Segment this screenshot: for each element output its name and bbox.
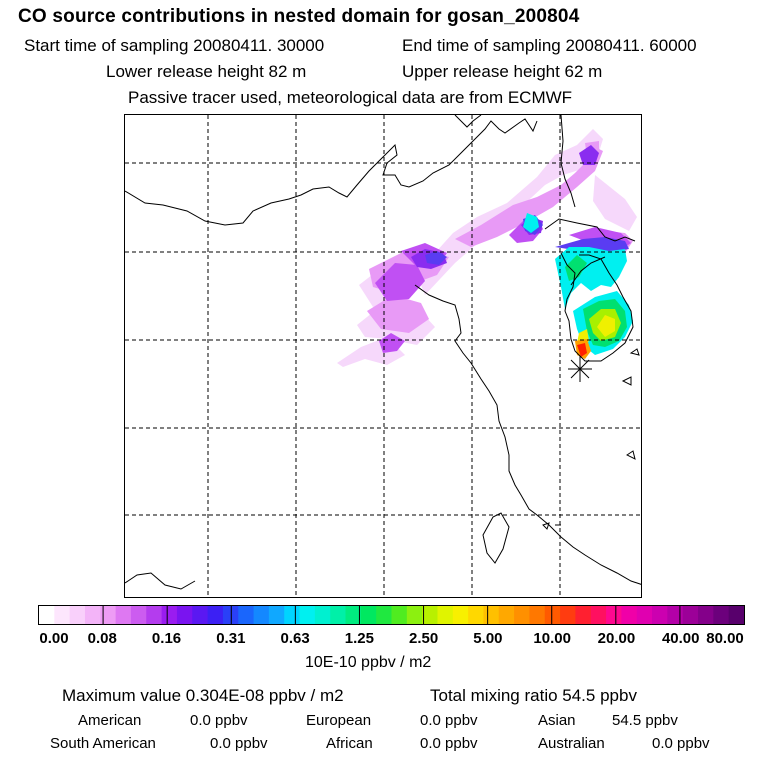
region-label-asian: Asian — [538, 712, 576, 729]
plume-red — [577, 343, 587, 357]
colorbar-swatch — [39, 606, 55, 624]
colorbar-tick-label: 0.16 — [151, 630, 182, 647]
colorbar-swatch — [253, 606, 270, 624]
colorbar-swatch — [698, 606, 714, 624]
colorbar-swatch — [130, 606, 147, 624]
colorbar-swatch — [544, 606, 561, 624]
colorbar-unit: 10E-10 ppbv / m2 — [305, 654, 432, 671]
colorbar-swatch — [299, 606, 316, 624]
colorbar-swatch — [590, 606, 607, 624]
colorbar-swatch — [406, 606, 423, 624]
plot-title: CO source contributions in nested domain… — [18, 6, 580, 27]
maximum-value: Maximum value 0.304E-08 ppbv / m2 — [62, 686, 344, 705]
colorbar-swatch — [238, 606, 255, 624]
colorbar-tick-label: 40.00 — [661, 630, 700, 647]
colorbar-swatch — [437, 606, 454, 624]
coastlines — [125, 115, 641, 590]
colorbar-swatch — [529, 606, 546, 624]
colorbar-swatch — [146, 606, 163, 624]
colorbar-swatch — [483, 606, 500, 624]
colorbar-swatch — [452, 606, 469, 624]
colorbar-swatch — [360, 606, 377, 624]
plume-field — [337, 129, 637, 367]
colorbar-swatch — [621, 606, 638, 624]
colorbar-swatch — [284, 606, 301, 624]
graticule — [125, 115, 641, 597]
colorbar-swatch — [606, 606, 622, 624]
colorbar-swatch — [376, 606, 393, 624]
colorbar-tick-label: 2.50 — [409, 630, 439, 647]
map-canvas — [125, 115, 641, 597]
region-label-american: American — [78, 712, 142, 729]
region-label-african: African — [326, 735, 373, 752]
colorbar-swatch — [391, 606, 408, 624]
colorbar-swatch — [514, 606, 531, 624]
colorbar-tick-label: 0.08 — [87, 630, 117, 647]
colorbar-swatch — [652, 606, 668, 624]
colorbar-swatch — [54, 606, 71, 624]
colorbar-swatch — [268, 606, 285, 624]
colorbar-ticks: 0.00 0.08 0.16 0.31 0.63 1.25 2.50 5.00 10.00 20.… — [0, 630, 768, 650]
colorbar-tick-label: 1.25 — [344, 630, 374, 647]
colorbar-swatch — [498, 606, 515, 624]
colorbar-swatch — [667, 606, 684, 624]
upper-release-label: Upper release height 62 m — [402, 62, 603, 81]
colorbar-swatch — [422, 606, 439, 624]
end-time-label: End time of sampling 20080411. 60000 — [402, 36, 697, 55]
lower-release-label: Lower release height 82 m — [106, 62, 307, 81]
region-value-asian: 54.5 ppbv — [612, 712, 678, 729]
colorbar-swatch — [330, 606, 347, 624]
start-time-label: Start time of sampling 20080411. 30000 — [24, 36, 325, 55]
colorbar-tick-label: 0.63 — [280, 630, 310, 647]
region-value-australian: 0.0 ppbv — [652, 735, 710, 752]
colorbar-swatch — [176, 606, 193, 624]
colorbar-swatch — [84, 606, 101, 624]
region-value-american: 0.0 ppbv — [190, 712, 248, 729]
colorbar-swatches — [39, 606, 744, 624]
colorbar-swatch — [713, 606, 730, 624]
colorbar-swatch — [69, 606, 86, 624]
region-value-african: 0.0 ppbv — [420, 735, 478, 752]
colorbar-swatch — [682, 606, 699, 624]
colorbar-swatch — [345, 606, 362, 624]
colorbar-swatch — [468, 606, 485, 624]
colorbar-swatch — [207, 606, 224, 624]
colorbar-swatch — [636, 606, 653, 624]
tracer-note: Passive tracer used, meteorological data… — [128, 88, 573, 107]
colorbar-tick-label: 20.00 — [597, 630, 636, 647]
total-mixing-ratio: Total mixing ratio 54.5 ppbv — [430, 686, 637, 705]
colorbar-swatch — [560, 606, 577, 624]
region-label-european: European — [306, 712, 372, 729]
colorbar-tick-label: 5.00 — [473, 630, 503, 647]
region-label-south-american: South American — [50, 735, 156, 752]
colorbar-tick-label: 80.00 — [706, 630, 744, 647]
colorbar-tick-label: 0.31 — [216, 630, 246, 647]
colorbar-swatch — [728, 606, 744, 624]
colorbar-swatch — [314, 606, 331, 624]
map-panel — [124, 114, 642, 598]
receptor-marker — [568, 356, 592, 382]
colorbar-swatch — [192, 606, 209, 624]
colorbar — [38, 605, 745, 625]
region-value-south-american: 0.0 ppbv — [210, 735, 268, 752]
colorbar-swatch — [115, 606, 132, 624]
colorbar-swatch — [100, 606, 117, 624]
colorbar-tick-label: 10.00 — [533, 630, 571, 647]
region-value-european: 0.0 ppbv — [420, 712, 478, 729]
colorbar-swatch — [161, 606, 178, 624]
colorbar-tick-label: 0.00 — [39, 630, 69, 647]
region-label-australian: Australian — [538, 735, 605, 752]
colorbar-swatch — [575, 606, 592, 624]
